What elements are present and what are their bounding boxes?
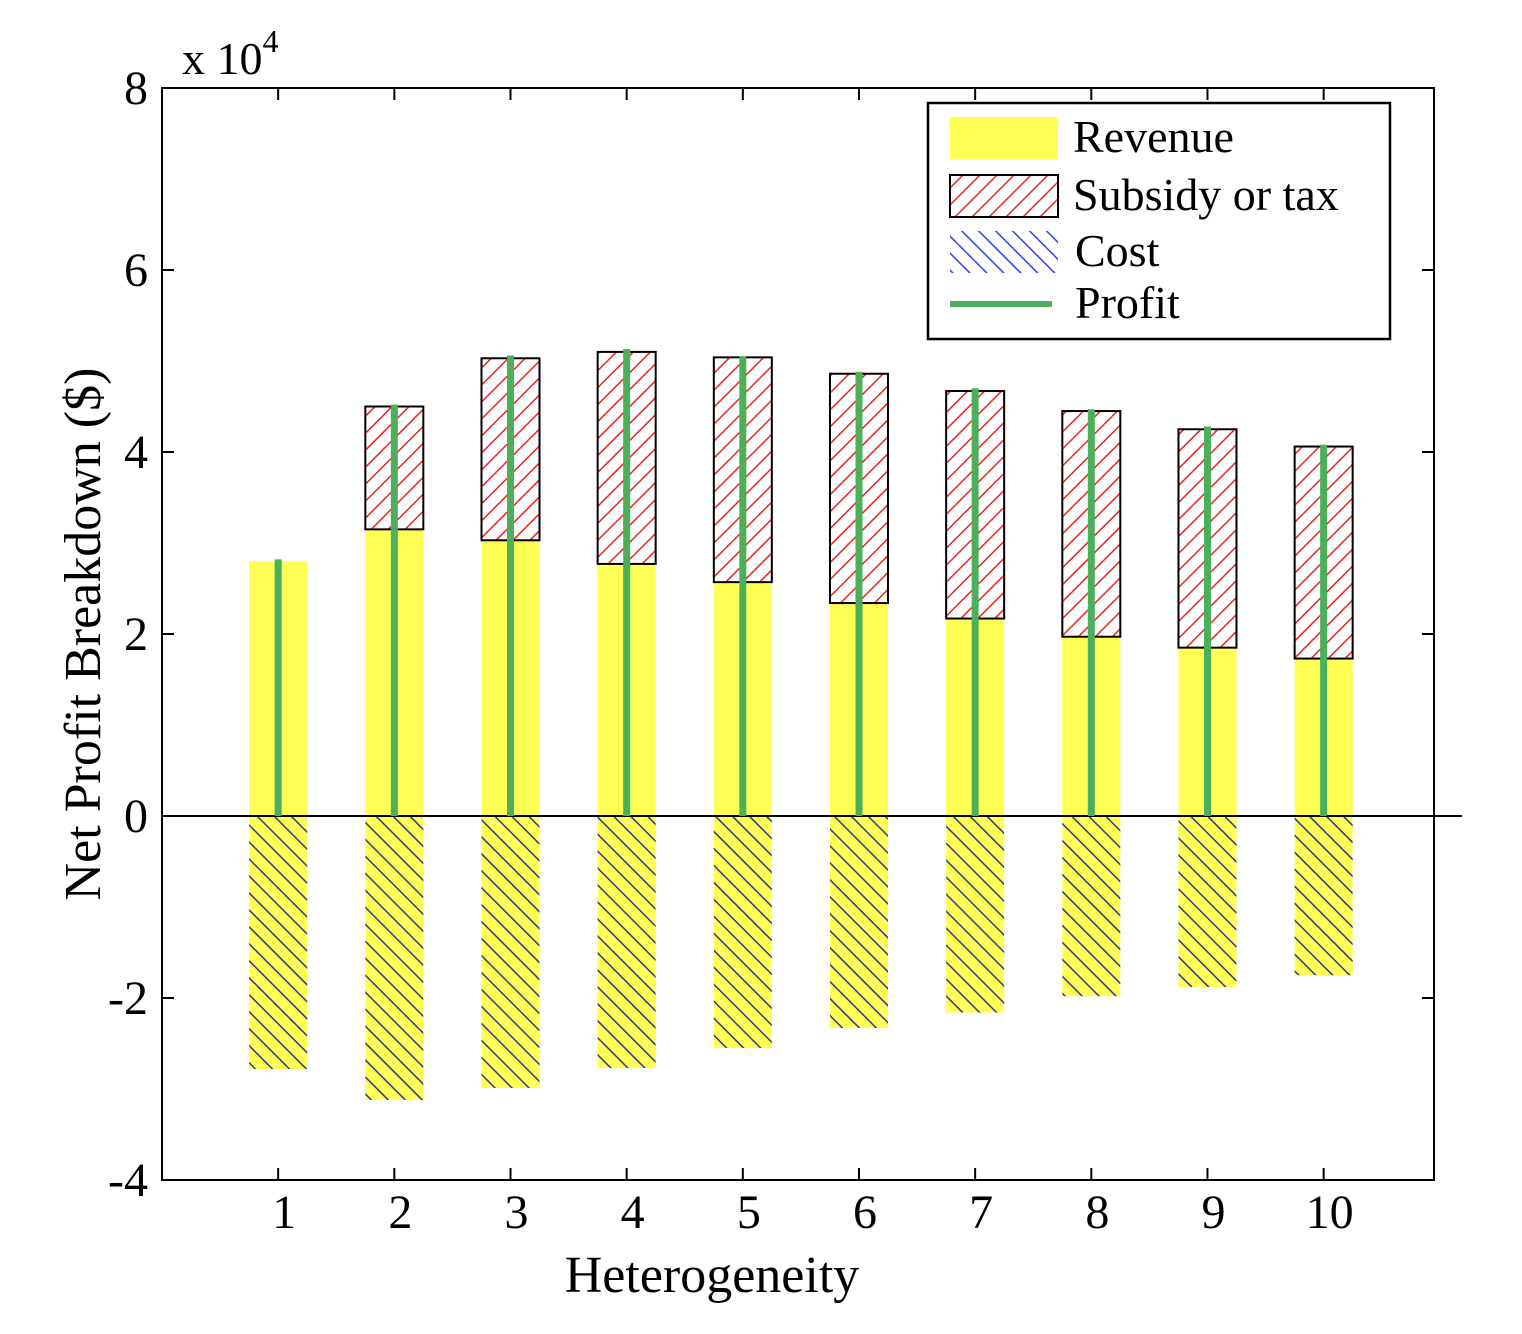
- x-tick-label: 4: [621, 1186, 645, 1239]
- legend-swatch-subsidy: [949, 174, 1059, 218]
- y-tick-label: 0: [124, 790, 148, 843]
- y-tick-label: 2: [124, 608, 148, 661]
- cost-bar: [1062, 816, 1121, 997]
- x-tick-label: 10: [1306, 1186, 1354, 1239]
- legend-label-revenue: Revenue: [1073, 111, 1234, 162]
- y-multiplier-exponent: 4: [263, 23, 279, 59]
- x-tick-label: 2: [388, 1186, 412, 1239]
- legend-swatch-revenue: [950, 117, 1058, 159]
- cost-bar: [481, 816, 540, 1089]
- legend-label-profit: Profit: [1075, 277, 1180, 328]
- cost-bar: [946, 816, 1005, 1013]
- y-multiplier-label: x 104: [182, 23, 279, 84]
- cost-bar: [829, 816, 888, 1029]
- legend: Revenue Subsidy or tax Cost Profit: [926, 101, 1392, 341]
- legend-swatch-cost: [950, 231, 1058, 273]
- x-tick-label: 9: [1201, 1186, 1225, 1239]
- x-tick-label: 8: [1085, 1186, 1109, 1239]
- cost-bar: [365, 816, 424, 1100]
- plot-area: [162, 349, 1462, 1100]
- x-tick-label: 7: [969, 1186, 993, 1239]
- axes: -4 -2 0 2 4 6 8 1 2 3 4 5 6 7 8 9 10: [108, 62, 1435, 1239]
- y-tick-label: 6: [124, 244, 148, 297]
- legend-label-subsidy: Subsidy or tax: [1073, 169, 1339, 220]
- legend-label-cost: Cost: [1075, 225, 1160, 276]
- x-tick-label: 1: [272, 1186, 296, 1239]
- y-tick-label: -2: [108, 972, 148, 1025]
- cost-bar: [1178, 816, 1237, 988]
- cost-bar: [249, 816, 308, 1069]
- cost-bar: [597, 816, 656, 1069]
- y-axis-title: Net Profit Breakdown ($): [55, 368, 112, 901]
- x-axis-title: Heterogeneity: [565, 1247, 860, 1304]
- y-tick-label: -4: [108, 1154, 148, 1207]
- y-tick-label: 4: [124, 426, 148, 479]
- x-tick-label: 6: [853, 1186, 877, 1239]
- x-tick-label: 5: [737, 1186, 761, 1239]
- cost-bar: [1294, 816, 1353, 976]
- x-tick-label: 3: [504, 1186, 528, 1239]
- cost-bar: [713, 816, 772, 1049]
- y-tick-label: 8: [124, 62, 148, 115]
